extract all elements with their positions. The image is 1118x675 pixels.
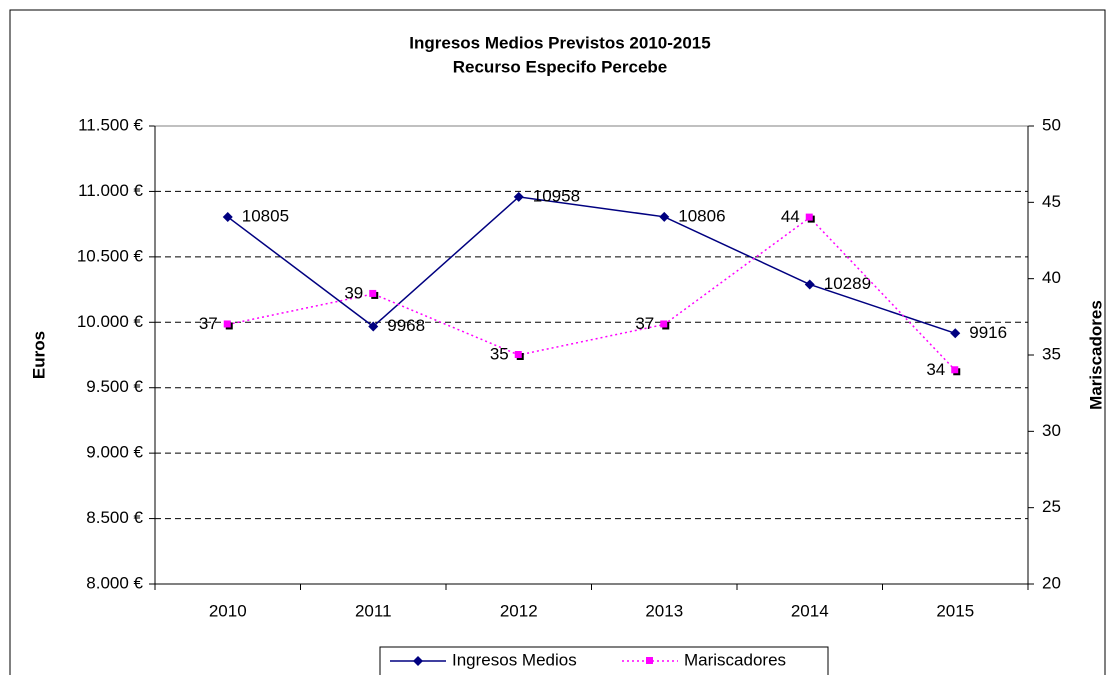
data-label: 10805	[242, 206, 289, 225]
marker	[369, 289, 377, 297]
data-label: 37	[635, 314, 654, 333]
y2-axis-label: Mariscadores	[1086, 300, 1105, 410]
chart-title: Ingresos Medios Previstos 2010-2015	[409, 33, 710, 52]
y2-tick-label: 40	[1042, 268, 1061, 287]
marker	[222, 211, 233, 222]
series-line	[227, 196, 956, 334]
x-tick-label: 2015	[936, 601, 974, 620]
x-tick-label: 2012	[500, 601, 538, 620]
y-tick-label: 9.000 €	[86, 443, 143, 462]
marker	[660, 320, 668, 328]
y-tick-label: 8.500 €	[86, 508, 143, 527]
y-tick-label: 11.500 €	[78, 115, 143, 134]
y2-tick-label: 25	[1042, 497, 1061, 516]
y2-tick-label: 45	[1042, 192, 1061, 211]
data-label: 37	[199, 314, 218, 333]
marker	[804, 279, 815, 290]
y2-tick-label: 50	[1042, 115, 1061, 134]
x-tick-label: 2014	[791, 601, 829, 620]
y2-tick-label: 30	[1042, 421, 1061, 440]
series-line	[227, 216, 956, 371]
legend-label: Mariscadores	[684, 650, 786, 669]
data-label: 35	[490, 344, 509, 363]
y-tick-label: 10.500 €	[77, 246, 144, 265]
data-label: 10806	[678, 206, 725, 225]
legend-label: Ingresos Medios	[452, 650, 577, 669]
legend-marker	[413, 656, 423, 666]
data-label: 9916	[969, 323, 1007, 342]
data-label: 44	[781, 207, 800, 226]
data-label: 10958	[533, 186, 580, 205]
legend-marker	[646, 657, 653, 664]
x-tick-label: 2013	[645, 601, 683, 620]
marker	[513, 191, 524, 202]
legend-box	[379, 646, 829, 675]
chart-border	[9, 9, 1106, 675]
y2-tick-label: 35	[1042, 344, 1061, 363]
y2-tick-label: 20	[1042, 573, 1061, 592]
x-tick-label: 2011	[355, 601, 392, 620]
chart-subtitle: Recurso Especifo Percebe	[453, 57, 667, 76]
marker	[950, 328, 961, 339]
y-tick-label: 11.000 €	[78, 181, 143, 200]
y-tick-label: 10.000 €	[77, 312, 144, 331]
data-label: 34	[926, 360, 945, 379]
y-axis-label: Euros	[29, 331, 48, 379]
data-label: 39	[344, 283, 363, 302]
marker	[805, 213, 813, 221]
marker	[951, 366, 959, 374]
marker	[514, 351, 522, 358]
marker	[223, 320, 231, 328]
marker	[368, 321, 379, 332]
marker	[659, 211, 670, 222]
y-tick-label: 9.500 €	[86, 377, 143, 396]
data-label: 9968	[387, 316, 425, 335]
y-tick-label: 8.000 €	[86, 573, 143, 592]
data-label: 10289	[824, 274, 871, 293]
x-tick-label: 2010	[209, 601, 247, 620]
